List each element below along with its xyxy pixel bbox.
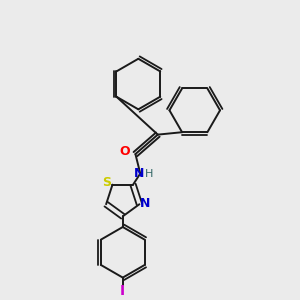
Text: O: O [119,145,130,158]
Text: N: N [140,197,150,210]
Text: N: N [134,167,145,180]
Text: S: S [102,176,111,189]
Text: H: H [145,169,153,178]
Text: I: I [120,284,125,298]
